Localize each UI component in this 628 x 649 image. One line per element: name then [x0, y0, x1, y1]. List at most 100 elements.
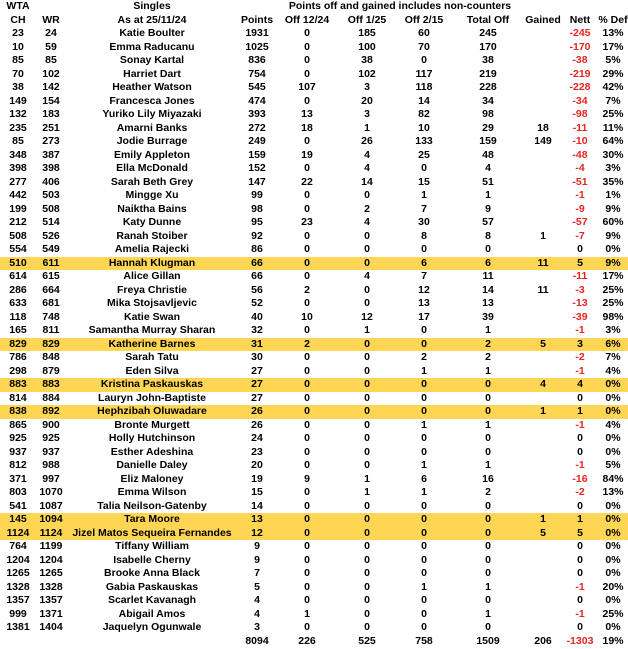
cell-wr[interactable]: 508	[42, 202, 60, 215]
cell-off-12-24[interactable]: 0	[304, 67, 310, 80]
cell-off-1-25[interactable]: 0	[364, 553, 370, 566]
cell-off-1-25[interactable]: 0	[364, 243, 370, 255]
cell-nett[interactable]: -1	[575, 418, 585, 431]
cell-ch[interactable]: 937	[9, 445, 27, 458]
cell-player-name[interactable]: Eliz Maloney	[120, 472, 184, 485]
cell-pct-def[interactable]: 60%	[602, 216, 624, 228]
cell-pct-def[interactable]: 3%	[605, 162, 621, 174]
cell-gained[interactable]	[524, 473, 562, 487]
cell-pct-def[interactable]: 25%	[602, 297, 624, 309]
cell-wr[interactable]: 1124	[39, 526, 63, 539]
cell-pct-def[interactable]: 84%	[602, 472, 624, 485]
cell-off-2-15[interactable]: 0	[421, 405, 427, 417]
cell-wr[interactable]: 1328	[39, 580, 63, 593]
cell-points[interactable]: 40	[251, 310, 263, 323]
cell-wr[interactable]: 1265	[39, 567, 63, 579]
cell-total-off[interactable]: 0	[485, 378, 491, 390]
cell-off-2-15[interactable]: 0	[421, 378, 427, 390]
cell-off-1-25[interactable]: 0	[364, 283, 370, 296]
cell-ch[interactable]: 212	[9, 216, 27, 228]
cell-wr[interactable]: 615	[42, 270, 60, 282]
cell-points[interactable]: 24	[251, 432, 263, 444]
cell-total-off[interactable]: 51	[482, 175, 494, 188]
cell-off-2-15[interactable]: 0	[421, 594, 427, 606]
cell-player-name[interactable]: Lauryn John-Baptiste	[98, 391, 206, 404]
cell-off-2-15[interactable]: 0	[421, 499, 427, 512]
cell-points[interactable]: 9	[254, 553, 260, 566]
cell-pct-def[interactable]: 9%	[605, 202, 621, 215]
cell-total-off[interactable]: 0	[485, 445, 491, 458]
cell-off-12-24[interactable]: 0	[304, 351, 310, 363]
cell-total-off[interactable]: 1	[485, 324, 491, 336]
cell-points[interactable]: 52	[251, 297, 263, 309]
cell-total-off[interactable]: 2	[485, 351, 491, 363]
cell-off-1-25[interactable]: 0	[364, 594, 370, 606]
cell-ch[interactable]: 1357	[6, 594, 30, 606]
cell-off-1-25[interactable]: 0	[364, 580, 370, 593]
col-header-off-1-25[interactable]: Off 1/25	[347, 13, 387, 26]
cell-nett[interactable]: 0	[577, 445, 583, 458]
cell-wr[interactable]: 811	[42, 324, 60, 336]
cell-wr[interactable]: 183	[42, 108, 60, 120]
header-singles-label[interactable]: Singles	[133, 0, 171, 12]
cell-pct-def[interactable]: 0%	[605, 378, 621, 390]
cell-total-off[interactable]: 1	[485, 580, 491, 593]
header-wta-label[interactable]: WTA	[6, 0, 30, 12]
cell-off-2-15[interactable]: 1	[421, 189, 427, 201]
cell-points[interactable]: 99	[251, 189, 263, 201]
cell-off-2-15[interactable]: 0	[421, 432, 427, 444]
cell-off-2-15[interactable]: 12	[418, 283, 430, 296]
cell-nett[interactable]: -9	[575, 202, 585, 215]
cell-pct-def[interactable]: 25%	[602, 607, 624, 620]
cell-ch[interactable]: 554	[9, 243, 27, 255]
cell-player-name[interactable]: Hephzibah Oluwadare	[97, 405, 207, 417]
cell-wr[interactable]: 1204	[39, 553, 63, 566]
cell-pct-def[interactable]: 7%	[605, 94, 621, 107]
cell-off-2-15[interactable]: 1	[421, 364, 427, 377]
cell-off-2-15[interactable]: 10	[418, 121, 430, 134]
cell-gained[interactable]: 1	[540, 405, 546, 417]
col-header-total-off[interactable]: Total Off	[466, 13, 510, 26]
cell-total-off[interactable]: 1	[485, 607, 491, 620]
cell-off-2-15[interactable]: 0	[421, 391, 427, 404]
cell-total-off[interactable]: 159	[479, 135, 497, 147]
cell-pct-def[interactable]: 64%	[602, 135, 624, 147]
cell-ch[interactable]: 118	[9, 310, 27, 323]
cell-off-12-24[interactable]: 10	[301, 310, 313, 323]
cell-nett[interactable]: -51	[572, 175, 588, 188]
cell-gained[interactable]	[524, 608, 562, 622]
cell-player-name[interactable]: Sarah Tatu	[125, 351, 179, 363]
cell-points[interactable]: 86	[251, 243, 263, 255]
cell-off-1-25[interactable]: 185	[358, 27, 376, 39]
cell-wr[interactable]: 884	[42, 391, 60, 404]
cell-points[interactable]: 4	[254, 607, 260, 620]
cell-player-name[interactable]: Harriet Dart	[123, 67, 181, 80]
cell-pct-def[interactable]: 13%	[602, 486, 624, 498]
cell-player-name[interactable]: Sarah Beth Grey	[110, 175, 194, 188]
cell-ch[interactable]: 614	[9, 270, 27, 282]
cell-nett[interactable]: 0	[577, 432, 583, 444]
cell-total-off[interactable]: 9	[485, 202, 491, 215]
cell-gained[interactable]	[524, 581, 562, 595]
cell-off-12-24[interactable]: 0	[304, 94, 310, 107]
cell-total-off[interactable]: 0	[485, 553, 491, 566]
cell-nett[interactable]: 5	[577, 256, 583, 269]
cell-nett[interactable]: -38	[572, 54, 588, 66]
cell-gained[interactable]	[524, 108, 562, 122]
cell-gained[interactable]: 1	[540, 513, 546, 525]
cell-points[interactable]: 56	[251, 283, 263, 296]
cell-points[interactable]: 66	[251, 256, 263, 269]
cell-points[interactable]: 92	[251, 229, 263, 242]
cell-ch[interactable]: 1265	[6, 567, 30, 579]
cell-off-12-24[interactable]: 0	[304, 526, 310, 539]
cell-off-2-15[interactable]: 14	[418, 94, 430, 107]
cell-off-2-15[interactable]: 0	[421, 54, 427, 66]
cell-nett[interactable]: -7	[575, 229, 585, 242]
cell-points[interactable]: 20	[251, 459, 263, 471]
cell-total-off[interactable]: 29	[482, 121, 494, 134]
cell-gained[interactable]	[524, 351, 562, 365]
cell-wr[interactable]: 848	[42, 351, 60, 363]
cell-off-12-24[interactable]: 19	[301, 148, 313, 161]
cell-pct-def[interactable]: 0%	[605, 499, 621, 512]
cell-total-off[interactable]: 8	[485, 229, 491, 242]
